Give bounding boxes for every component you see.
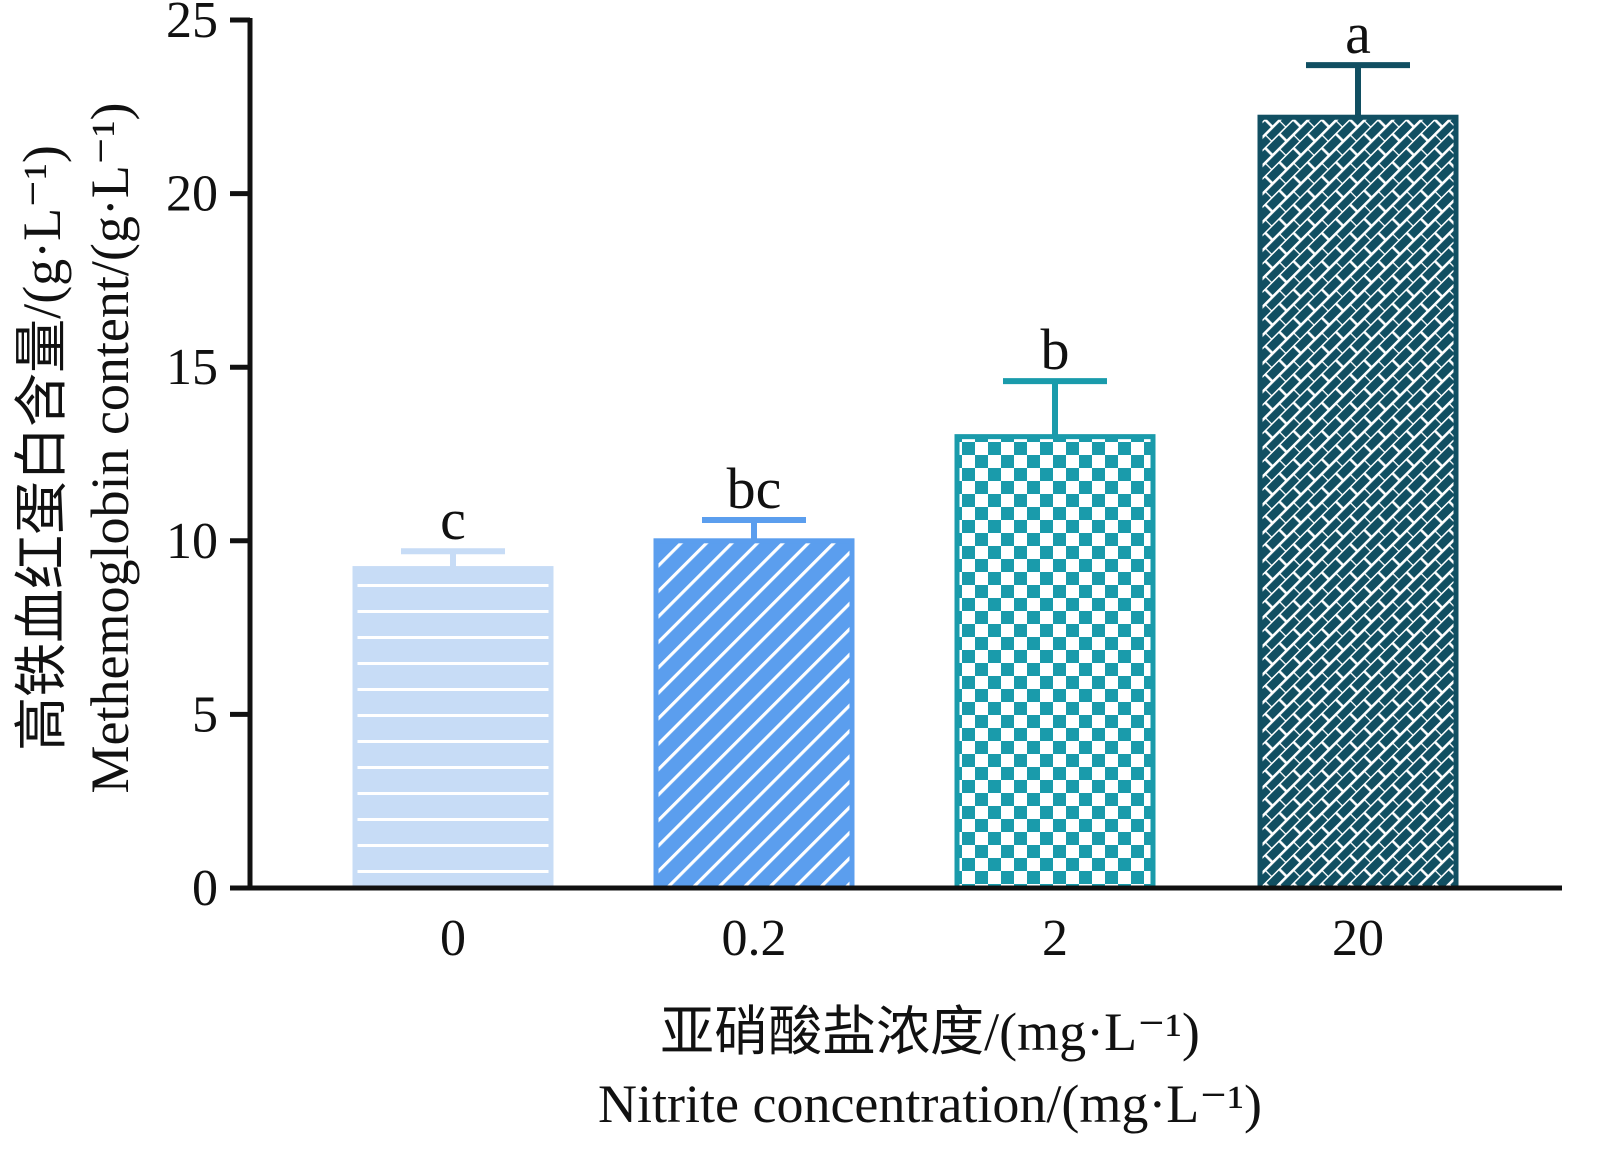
significance-label: bc — [727, 456, 782, 521]
x-tick-label: 0.2 — [722, 910, 787, 967]
bar-3 — [954, 434, 1156, 891]
y-tick-label: 0 — [192, 860, 218, 917]
bar-2 — [653, 538, 855, 891]
y-tick-label: 25 — [166, 0, 218, 49]
bar-4 — [1257, 114, 1459, 891]
x-tick-label: 2 — [1042, 910, 1068, 967]
y-tick-label: 5 — [192, 686, 218, 743]
axes-layer: 0 5 10 15 20 25 — [166, 0, 1562, 917]
x-tick-label: 20 — [1332, 910, 1384, 967]
y-axis-title-en: Methemoglobin content/(g·L⁻¹) — [80, 102, 140, 793]
labels-layer: c 0 bc 0.2 b 2 a 20 — [440, 1, 1384, 967]
y-axis-title-cn: 高铁血红蛋白含量/(g·L⁻¹) — [12, 145, 72, 751]
x-axis-title-en: Nitrite concentration/(mg·L⁻¹) — [598, 1074, 1262, 1134]
x-axis-title-cn: 亚硝酸盐浓度/(mg·L⁻¹) — [660, 1002, 1200, 1062]
y-tick-label: 15 — [166, 339, 218, 396]
y-tick-label: 10 — [166, 513, 218, 570]
y-tick-label: 20 — [166, 166, 218, 223]
bar-1 — [352, 566, 554, 891]
significance-label: a — [1345, 1, 1371, 66]
bars-layer — [352, 62, 1459, 891]
significance-label: b — [1041, 317, 1070, 382]
significance-label: c — [440, 487, 466, 552]
x-tick-label: 0 — [440, 910, 466, 967]
